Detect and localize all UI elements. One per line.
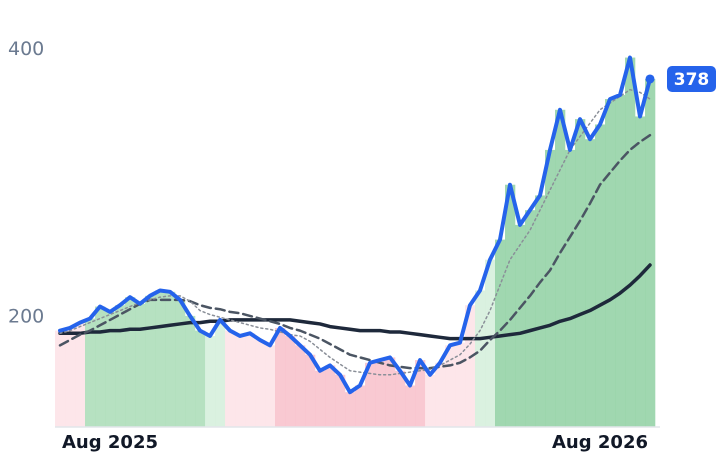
area-column	[615, 95, 626, 427]
area-column	[485, 259, 496, 427]
area-column	[645, 78, 656, 428]
line-series	[58, 263, 652, 341]
line-series	[58, 55, 652, 395]
area-column	[325, 365, 336, 427]
area-column	[255, 339, 266, 427]
line-series	[58, 133, 652, 370]
area-column	[125, 297, 136, 427]
area-column	[235, 335, 246, 427]
area-column	[245, 333, 256, 427]
area-column	[315, 370, 326, 427]
area-column	[635, 116, 646, 428]
area-column	[215, 319, 226, 427]
last-value-label: 378	[674, 70, 710, 90]
area-column	[505, 184, 516, 427]
area-column	[465, 305, 476, 427]
area-column	[575, 119, 586, 428]
area-column	[415, 360, 426, 427]
area-column	[545, 149, 556, 427]
area-column	[405, 385, 416, 427]
area-column	[435, 362, 446, 427]
area-column	[205, 335, 216, 427]
area-column	[375, 360, 386, 427]
area-column	[525, 210, 536, 427]
x-tick-label: Aug 2026	[552, 432, 648, 453]
area-column	[275, 327, 286, 427]
last-point	[645, 74, 655, 84]
last-value-badge	[667, 65, 716, 92]
area-column	[55, 330, 66, 427]
area-column	[185, 315, 196, 427]
area-column	[365, 362, 376, 427]
area-column	[335, 374, 346, 427]
area-column	[85, 318, 96, 427]
area-column	[65, 327, 76, 427]
line-series	[59, 88, 651, 376]
area-column	[345, 392, 356, 427]
area-column	[515, 224, 526, 427]
area-column	[595, 124, 606, 427]
area-column	[75, 322, 86, 427]
area-column	[495, 239, 506, 427]
area-column	[295, 345, 306, 427]
area-column	[285, 335, 296, 427]
area-column	[445, 345, 456, 427]
area-column	[585, 139, 596, 428]
area-column	[155, 290, 166, 427]
x-tick-label: Aug 2025	[62, 432, 158, 453]
area-column	[625, 57, 636, 428]
area-column	[535, 195, 546, 427]
area-column	[555, 109, 566, 428]
area-column	[175, 299, 186, 427]
area-column	[115, 305, 126, 427]
area-column	[135, 303, 146, 427]
area-column	[425, 374, 436, 427]
area-column	[225, 330, 236, 427]
area-column	[355, 385, 366, 427]
area-column	[265, 345, 276, 427]
area-column	[165, 291, 176, 427]
area-column	[395, 370, 406, 427]
area-column	[385, 357, 396, 427]
area-column	[145, 295, 156, 427]
area-column	[105, 311, 116, 427]
area-column	[565, 149, 576, 427]
area-column	[605, 99, 616, 428]
area-column	[95, 306, 106, 427]
y-tick-label: 400	[8, 38, 44, 60]
area-column	[475, 290, 486, 427]
y-tick-label: 200	[8, 306, 44, 328]
area-column	[195, 330, 206, 427]
area-column	[305, 354, 316, 427]
area-column	[455, 342, 466, 427]
